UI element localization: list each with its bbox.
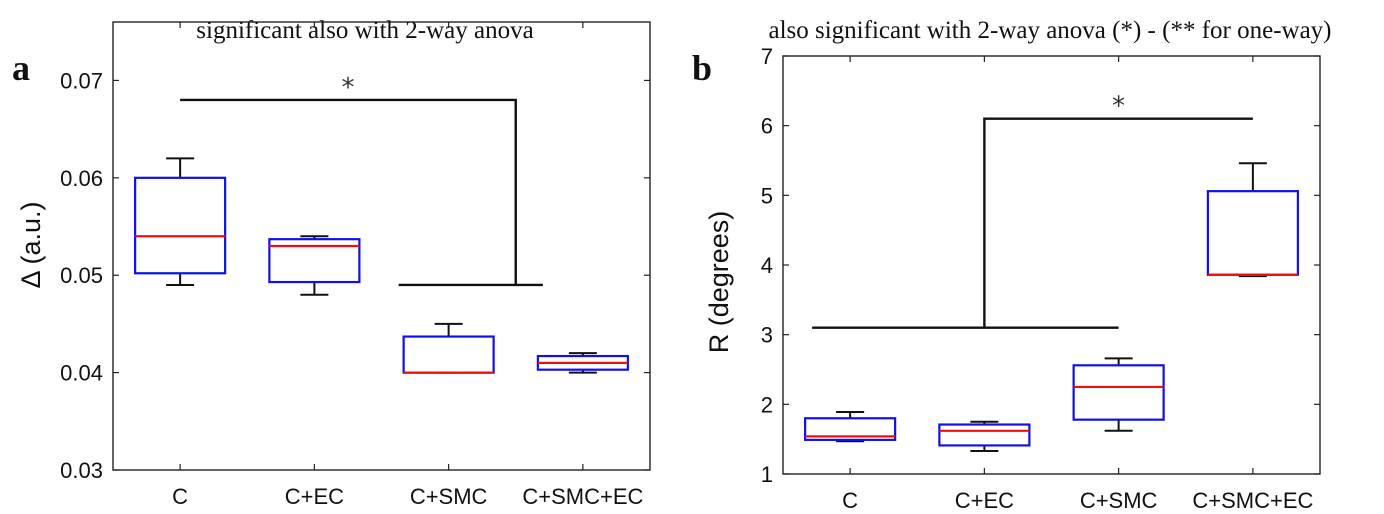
panel-a-y-tick-label: 0.04 bbox=[60, 361, 103, 386]
panel-b-y-axis-label: R (degrees) bbox=[704, 211, 734, 354]
panel-b-y-tick-label: 1 bbox=[761, 462, 773, 487]
panel-b-y-tick-label: 2 bbox=[761, 392, 773, 417]
panel-b-y-tick-label: 4 bbox=[761, 253, 773, 278]
panel-b-label: b bbox=[692, 48, 712, 88]
panel-a-box bbox=[268, 238, 361, 284]
panel-a-y-tick-label: 0.03 bbox=[60, 458, 103, 483]
panel-a-label: a bbox=[12, 48, 30, 88]
panel-a-x-tick-label: C+SMC bbox=[410, 484, 488, 509]
panel-b-box bbox=[938, 423, 1031, 447]
panel-b-box bbox=[1206, 190, 1299, 276]
panel-b: also significant with 2-way anova (*) - … bbox=[692, 17, 1332, 513]
panel-a-box bbox=[134, 176, 227, 275]
panel-a-plot-frame bbox=[112, 21, 651, 471]
panel-b-y-tick-label: 6 bbox=[761, 114, 773, 139]
panel-a-y-tick-label: 0.05 bbox=[60, 263, 103, 288]
panel-a-y-tick-label: 0.06 bbox=[60, 166, 103, 191]
panel-a: significant also with 2-way anova a Δ (a… bbox=[12, 17, 651, 509]
panel-a-y-tick-label: 0.07 bbox=[60, 68, 103, 93]
panel-b-x-tick-label: C+SMC+EC bbox=[1192, 488, 1313, 513]
panel-b-annotation: also significant with 2-way anova (*) - … bbox=[768, 17, 1331, 44]
panel-a-x-tick-label: C+SMC+EC bbox=[522, 484, 643, 509]
panel-b-y-tick-label: 5 bbox=[761, 183, 773, 208]
panel-b-significance-bracket bbox=[983, 117, 1253, 328]
panel-b-y-tick-label: 3 bbox=[761, 323, 773, 348]
panel-b-significance-marker: * bbox=[1112, 92, 1125, 122]
panel-b-x-tick-label: C+EC bbox=[955, 488, 1014, 513]
panel-a-x-tick-label: C bbox=[172, 484, 188, 509]
panel-b-x-tick-label: C+SMC bbox=[1080, 488, 1158, 513]
panel-a-significance-bracket bbox=[180, 98, 517, 285]
panel-b-x-tick-label: C bbox=[842, 488, 858, 513]
panel-a-x-tick-label: C+EC bbox=[285, 484, 344, 509]
panel-a-y-axis-label: Δ (a.u.) bbox=[16, 201, 46, 288]
panel-a-box bbox=[402, 335, 495, 374]
panel-a-significance-marker: * bbox=[341, 73, 354, 103]
panel-b-box bbox=[1072, 364, 1165, 421]
panel-b-y-tick-label: 7 bbox=[761, 44, 773, 69]
panel-a-annotation: significant also with 2-way anova bbox=[196, 17, 533, 44]
panel-b-box bbox=[804, 417, 897, 441]
